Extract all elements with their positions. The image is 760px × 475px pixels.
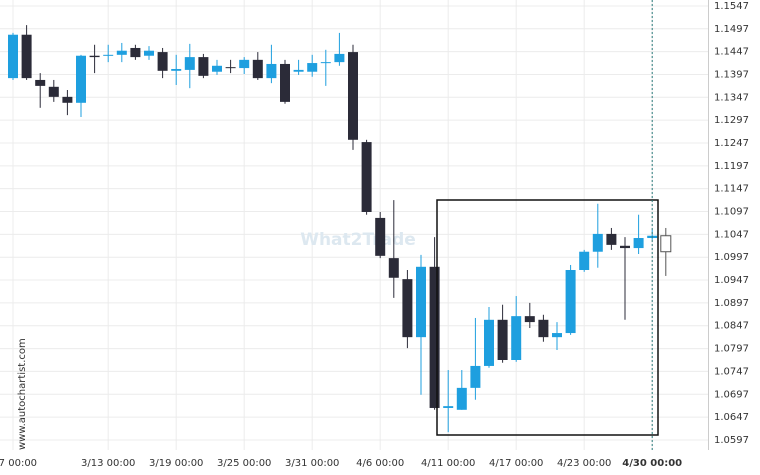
candle-body — [252, 59, 263, 79]
x-tick-label: 3/7 00:00 — [0, 458, 37, 469]
candle-body — [633, 238, 644, 249]
y-tick-label: 1.0947 — [714, 275, 749, 286]
candle-body — [144, 50, 154, 56]
y-tick-label: 1.1547 — [714, 1, 749, 12]
candles — [8, 25, 672, 433]
x-tick-label: 4/17 00:00 — [489, 458, 543, 469]
candle-body — [552, 333, 562, 338]
x-tick-label: 3/25 00:00 — [217, 458, 271, 469]
candle-body — [48, 86, 59, 97]
pattern-box — [436, 199, 659, 436]
candle-body — [184, 57, 195, 70]
candle-body — [429, 266, 440, 408]
candle-body — [280, 63, 290, 102]
candle-body — [620, 245, 630, 249]
x-tick-label: 4/30 00:00 — [622, 458, 682, 469]
candle-body — [361, 142, 372, 212]
candle-body — [35, 79, 46, 86]
x-tick-label: 4/11 00:00 — [421, 458, 475, 469]
candle-body — [116, 50, 127, 55]
y-tick-label: 1.1497 — [714, 24, 749, 35]
candle-body — [524, 316, 535, 323]
candle-body — [592, 233, 603, 252]
x-tick-label: 3/13 00:00 — [81, 458, 135, 469]
watermark: What2Trade — [300, 230, 416, 250]
y-tick-label: 1.1047 — [714, 229, 749, 240]
candle-body — [89, 55, 100, 58]
candle-body — [470, 365, 481, 388]
y-tick-label: 1.1397 — [714, 69, 749, 80]
candle-body — [212, 65, 222, 72]
y-tick-label: 1.1097 — [714, 207, 749, 218]
y-tick-label: 1.0647 — [714, 412, 749, 423]
candle-body — [225, 67, 236, 69]
candle-body — [171, 68, 182, 71]
candle-body — [293, 69, 304, 72]
candle-body — [388, 258, 399, 278]
candle-body — [565, 270, 576, 334]
candle-body — [198, 57, 209, 76]
candle-body — [76, 55, 86, 103]
candle-body — [307, 63, 318, 72]
y-tick-label: 1.1347 — [714, 92, 749, 103]
y-tick-label: 1.1247 — [714, 138, 749, 149]
y-tick-label: 1.0797 — [714, 344, 749, 355]
y-tick-label: 1.0697 — [714, 389, 749, 400]
y-tick-label: 1.1447 — [714, 47, 749, 58]
candle-body — [579, 251, 590, 270]
candle-body — [375, 217, 386, 256]
candle-body — [62, 96, 73, 103]
candle-body — [239, 59, 250, 69]
candle-body — [8, 34, 18, 79]
y-tick-label: 1.1147 — [714, 184, 749, 195]
candle-body — [443, 406, 454, 408]
candle-body — [497, 319, 508, 360]
y-tick-label: 1.1197 — [714, 161, 749, 172]
source-label: www.autochartist.com — [17, 338, 28, 450]
candle-body — [348, 52, 358, 140]
y-tick-label: 1.0597 — [714, 435, 749, 446]
candle-body — [402, 279, 413, 338]
y-tick-label: 1.0747 — [714, 366, 749, 377]
candle-body — [511, 316, 522, 360]
candle-body — [538, 319, 549, 338]
y-tick-label: 1.1297 — [714, 115, 749, 126]
y-tick-label: 1.0847 — [714, 321, 749, 332]
candle-body — [606, 233, 617, 245]
candle-body — [21, 34, 32, 79]
x-tick-label: 3/31 00:00 — [285, 458, 339, 469]
candle-body — [484, 319, 494, 366]
candle-body — [103, 54, 114, 56]
y-tick-label: 1.0897 — [714, 298, 749, 309]
candle-body — [456, 387, 467, 410]
y-tick-label: 1.0997 — [714, 252, 749, 263]
candle-body — [157, 52, 168, 71]
candle-body — [266, 63, 277, 79]
x-tick-label: 4/23 00:00 — [557, 458, 611, 469]
x-tick-label: 3/19 00:00 — [149, 458, 203, 469]
candle-body — [334, 53, 345, 63]
candle-body — [660, 235, 672, 253]
candle-body — [320, 62, 331, 64]
candle-body — [416, 266, 426, 338]
x-tick-label: 4/6 00:00 — [356, 458, 404, 469]
candle-body — [130, 47, 141, 58]
